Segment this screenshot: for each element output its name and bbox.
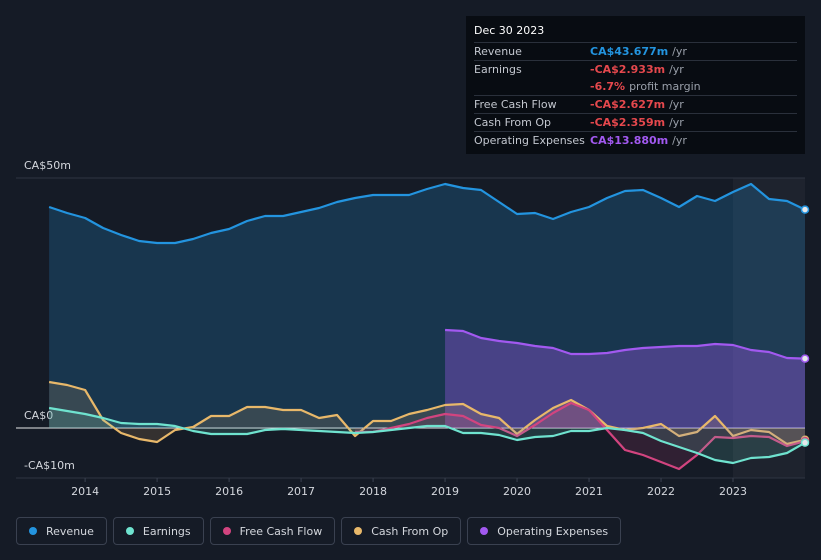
tooltip-unit: /yr bbox=[669, 116, 684, 129]
legend-swatch bbox=[354, 527, 363, 535]
tooltip-value: CA$43.677m bbox=[590, 45, 669, 58]
legend-label: Revenue bbox=[46, 524, 94, 538]
y-tick-label: CA$0 bbox=[24, 409, 53, 422]
tooltip-row: Cash From Op -CA$2.359m/yr bbox=[474, 114, 797, 132]
legend-item[interactable]: Revenue bbox=[16, 517, 107, 545]
series-area bbox=[49, 408, 805, 463]
end-dot bbox=[800, 438, 810, 447]
legend-item[interactable]: Free Cash Flow bbox=[209, 517, 336, 545]
legend-item[interactable]: Earnings bbox=[112, 517, 204, 545]
x-tick-label: 2021 bbox=[575, 485, 603, 498]
x-tick-label: 2014 bbox=[71, 485, 99, 498]
x-tick-label: 2019 bbox=[431, 485, 459, 498]
tooltip-label: Cash From Op bbox=[474, 116, 552, 129]
legend-swatch bbox=[480, 527, 489, 535]
tooltip-row: Revenue CA$43.677m/yr bbox=[474, 43, 797, 61]
x-tick-label: 2017 bbox=[287, 485, 315, 498]
tooltip-label: Operating Expenses bbox=[474, 134, 585, 147]
tooltip-value: -CA$2.359m bbox=[590, 116, 666, 129]
legend-swatch bbox=[29, 527, 37, 535]
tooltip-date: Dec 30 2023 bbox=[474, 24, 797, 43]
x-tick-label: 2015 bbox=[143, 485, 171, 498]
tooltip-unit: /yr bbox=[672, 134, 687, 147]
tooltip-value: -CA$2.933m bbox=[590, 63, 666, 76]
tooltip-unit: /yr bbox=[672, 45, 687, 58]
x-tick-label: 2018 bbox=[359, 485, 387, 498]
tooltip-row: Operating Expenses CA$13.880m/yr bbox=[474, 132, 797, 149]
legend-swatch bbox=[222, 527, 231, 535]
tooltip-unit: /yr bbox=[669, 63, 684, 76]
series-area bbox=[49, 382, 805, 444]
y-tick-label: -CA$10m bbox=[24, 459, 75, 472]
legend-label: Free Cash Flow bbox=[239, 524, 323, 538]
tooltip-unit: profit margin bbox=[629, 80, 701, 93]
x-tick-label: 2023 bbox=[719, 485, 747, 498]
tooltip-label: Revenue bbox=[474, 45, 522, 58]
legend: Revenue Earnings Free Cash Flow Cash From O… bbox=[16, 517, 622, 545]
legend-item[interactable]: Cash From Op bbox=[341, 517, 462, 545]
tooltip-value: -6.7% bbox=[590, 80, 626, 93]
series-line bbox=[48, 406, 806, 465]
x-tick-label: 2020 bbox=[503, 485, 531, 498]
chart: CA$50m CA$0 -CA$10m 2014 2015 2016 2017 2018 201… bbox=[16, 159, 810, 498]
tooltip-row: Earnings -CA$2.933m/yr bbox=[474, 61, 797, 78]
end-dot bbox=[800, 354, 810, 363]
tooltip-unit: /yr bbox=[669, 98, 684, 111]
tooltip: Dec 30 2023 Revenue CA$43.677m/yr Earnings… bbox=[466, 16, 805, 154]
legend-swatch bbox=[125, 527, 134, 535]
legend-label: Earnings bbox=[142, 524, 191, 538]
tooltip-label: Free Cash Flow bbox=[474, 98, 557, 111]
tooltip-value: -CA$2.627m bbox=[590, 98, 666, 111]
series-line bbox=[48, 182, 806, 245]
tooltip-row: -6.7% profit margin bbox=[474, 78, 797, 96]
end-dot bbox=[800, 205, 810, 214]
tooltip-row: Free Cash Flow -CA$2.627m/yr bbox=[474, 96, 797, 114]
legend-item[interactable]: Operating Expenses bbox=[467, 517, 622, 545]
y-tick-label: CA$50m bbox=[24, 159, 71, 172]
series-line bbox=[444, 328, 806, 360]
series-line bbox=[355, 401, 806, 471]
x-tick-label: 2022 bbox=[647, 485, 675, 498]
tooltip-label bbox=[474, 78, 590, 95]
tooltip-value: CA$13.880m bbox=[590, 134, 669, 147]
tooltip-label: Earnings bbox=[474, 63, 522, 76]
series-area bbox=[445, 330, 805, 428]
series-area bbox=[49, 184, 805, 428]
x-tick-label: 2016 bbox=[215, 485, 243, 498]
legend-label: Operating Expenses bbox=[497, 524, 609, 538]
series-line bbox=[48, 380, 806, 446]
legend-label: Cash From Op bbox=[371, 524, 449, 538]
